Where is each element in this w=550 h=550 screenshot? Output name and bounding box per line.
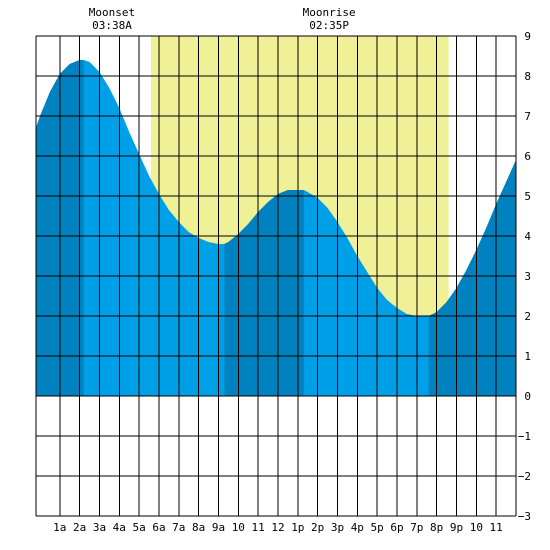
x-tick-label: 11 (252, 521, 265, 534)
y-tick-label: 1 (524, 350, 531, 363)
x-tick-label: 5p (371, 521, 384, 534)
x-tick-label: 7a (172, 521, 185, 534)
y-tick-label: 2 (524, 310, 531, 323)
x-tick-label: 1a (53, 521, 66, 534)
x-tick-label: 7p (410, 521, 423, 534)
x-tick-label: 8a (192, 521, 205, 534)
x-tick-label: 6p (390, 521, 403, 534)
moon-event-time: 02:35P (309, 19, 349, 32)
x-tick-label: 3p (331, 521, 344, 534)
x-tick-label: 10 (470, 521, 483, 534)
x-tick-label: 4a (113, 521, 126, 534)
y-tick-labels: 9 8 7 6 5 4 3 2 1 0 −1 −2 −3 (518, 30, 532, 523)
y-tick-label: 3 (524, 270, 531, 283)
grid-layer (35, 35, 517, 517)
y-tick-label: −1 (518, 430, 531, 443)
x-tick-label: 3a (93, 521, 106, 534)
x-tick-label: 9a (212, 521, 225, 534)
x-tick-label: 4p (351, 521, 364, 534)
x-tick-label: 6a (152, 521, 165, 534)
x-tick-label: 1p (291, 521, 304, 534)
y-tick-label: −3 (518, 510, 531, 523)
y-tick-label: 6 (524, 150, 531, 163)
x-tick-label: 11 (490, 521, 503, 534)
y-tick-label: 0 (524, 390, 531, 403)
y-tick-label: 5 (524, 190, 531, 203)
x-tick-label: 2a (73, 521, 86, 534)
y-tick-label: 8 (524, 70, 531, 83)
y-tick-label: 9 (524, 30, 531, 43)
moon-event-label: Moonrise (303, 6, 356, 19)
y-tick-label: 4 (524, 230, 531, 243)
x-tick-labels: 1a 2a 3a 4a 5a 6a 7a 8a 9a 10 11 12 1p 2p 3p 4p 5p 6p 7p 8p… (53, 521, 503, 534)
moon-event-time: 03:38A (92, 19, 132, 32)
y-tick-label: 7 (524, 110, 531, 123)
moon-event-label: Moonset (89, 6, 135, 19)
x-tick-label: 10 (232, 521, 245, 534)
x-tick-label: 2p (311, 521, 324, 534)
x-tick-label: 9p (450, 521, 463, 534)
x-tick-label: 12 (271, 521, 284, 534)
y-tick-label: −2 (518, 470, 531, 483)
x-tick-label: 5a (133, 521, 146, 534)
x-tick-label: 8p (430, 521, 443, 534)
